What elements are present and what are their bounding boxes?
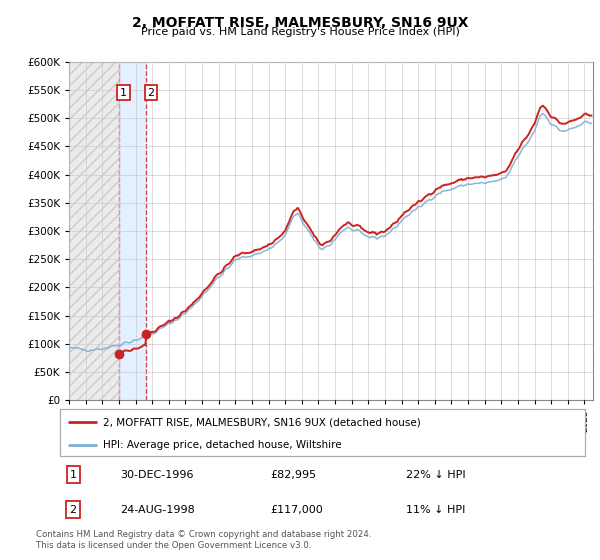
Text: 30-DEC-1996: 30-DEC-1996 — [121, 470, 194, 479]
Bar — [69, 62, 119, 400]
Text: 1: 1 — [120, 88, 127, 97]
Text: 11% ↓ HPI: 11% ↓ HPI — [407, 505, 466, 515]
Text: 2: 2 — [70, 505, 77, 515]
Text: This data is licensed under the Open Government Licence v3.0.: This data is licensed under the Open Gov… — [36, 541, 311, 550]
Bar — [119, 62, 146, 400]
Text: HPI: Average price, detached house, Wiltshire: HPI: Average price, detached house, Wilt… — [103, 440, 341, 450]
Text: Contains HM Land Registry data © Crown copyright and database right 2024.: Contains HM Land Registry data © Crown c… — [36, 530, 371, 539]
Text: 1: 1 — [70, 470, 77, 479]
Text: Price paid vs. HM Land Registry's House Price Index (HPI): Price paid vs. HM Land Registry's House … — [140, 27, 460, 37]
Text: £117,000: £117,000 — [270, 505, 323, 515]
Text: 2, MOFFATT RISE, MALMESBURY, SN16 9UX: 2, MOFFATT RISE, MALMESBURY, SN16 9UX — [132, 16, 468, 30]
Text: £82,995: £82,995 — [270, 470, 316, 479]
Text: 24-AUG-1998: 24-AUG-1998 — [121, 505, 195, 515]
Text: 2, MOFFATT RISE, MALMESBURY, SN16 9UX (detached house): 2, MOFFATT RISE, MALMESBURY, SN16 9UX (d… — [103, 417, 421, 427]
Text: 22% ↓ HPI: 22% ↓ HPI — [407, 470, 466, 479]
Text: 2: 2 — [148, 88, 155, 97]
Bar — [69, 62, 119, 400]
